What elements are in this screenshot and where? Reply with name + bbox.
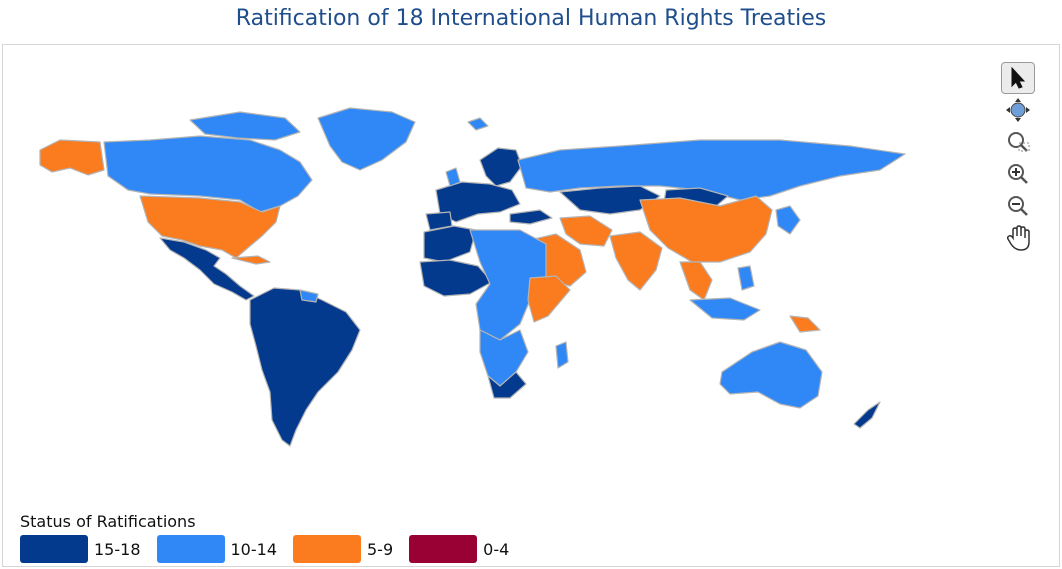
- legend-items: 15-18 10-14 5-9 0-4: [20, 535, 525, 563]
- region-australia[interactable]: [719, 341, 823, 409]
- pan-navigator-icon[interactable]: [1001, 94, 1035, 126]
- region-russia[interactable]: [517, 139, 906, 201]
- region-south-america[interactable]: [249, 287, 361, 447]
- hand-pan-icon[interactable]: [1001, 222, 1035, 254]
- region-south-africa[interactable]: [487, 371, 527, 399]
- map-toolbar: [1001, 62, 1037, 254]
- region-scandinavia[interactable]: [479, 147, 523, 187]
- legend-item[interactable]: 10-14: [156, 535, 278, 563]
- region-china[interactable]: [639, 195, 773, 263]
- region-mexico[interactable]: [159, 237, 255, 301]
- region-cuba[interactable]: [231, 255, 271, 265]
- legend-item[interactable]: 5-9: [293, 535, 393, 563]
- region-turkey[interactable]: [509, 209, 553, 225]
- legend-swatch: [20, 535, 88, 563]
- legend-label: 0-4: [483, 539, 510, 559]
- region-usa[interactable]: [139, 195, 281, 259]
- legend-swatch: [409, 535, 478, 563]
- region-iran[interactable]: [559, 215, 613, 247]
- region-canada[interactable]: [103, 135, 313, 213]
- region-indonesia[interactable]: [689, 297, 761, 321]
- region-new-zealand[interactable]: [853, 401, 881, 429]
- region-svalbard[interactable]: [467, 117, 489, 131]
- region-southeast-asia[interactable]: [679, 261, 713, 301]
- legend: Status of Ratifications 15-18 10-14 5-9 …: [20, 512, 525, 563]
- zoom-selection-icon[interactable]: [1001, 126, 1035, 158]
- legend-swatch: [293, 535, 361, 563]
- legend-swatch: [156, 535, 225, 563]
- region-guyana-suriname[interactable]: [299, 289, 319, 303]
- chart-title: Ratification of 18 International Human R…: [235, 6, 827, 31]
- zoom-in-icon[interactable]: [1001, 158, 1035, 190]
- legend-label: 5-9: [367, 539, 394, 559]
- region-alaska[interactable]: [39, 139, 105, 176]
- region-north-africa[interactable]: [423, 225, 477, 263]
- region-india[interactable]: [609, 231, 663, 291]
- legend-item[interactable]: 15-18: [20, 535, 141, 563]
- region-west-africa[interactable]: [419, 259, 493, 297]
- select-arrow-icon[interactable]: [1001, 62, 1035, 94]
- legend-item[interactable]: 0-4: [409, 535, 509, 563]
- region-korea-japan[interactable]: [775, 205, 801, 235]
- region-philippines[interactable]: [737, 265, 755, 291]
- region-canadian-arctic[interactable]: [189, 111, 301, 141]
- legend-title: Status of Ratifications: [20, 512, 196, 531]
- legend-label: 10-14: [230, 539, 278, 559]
- legend-label: 15-18: [94, 539, 141, 559]
- zoom-out-icon[interactable]: [1001, 190, 1035, 222]
- region-horn-of-africa[interactable]: [527, 275, 571, 323]
- region-papua-new-guinea[interactable]: [789, 315, 821, 333]
- region-central-africa[interactable]: [469, 229, 547, 341]
- region-greenland[interactable]: [317, 107, 416, 171]
- region-madagascar[interactable]: [555, 341, 569, 369]
- region-uk[interactable]: [445, 167, 461, 187]
